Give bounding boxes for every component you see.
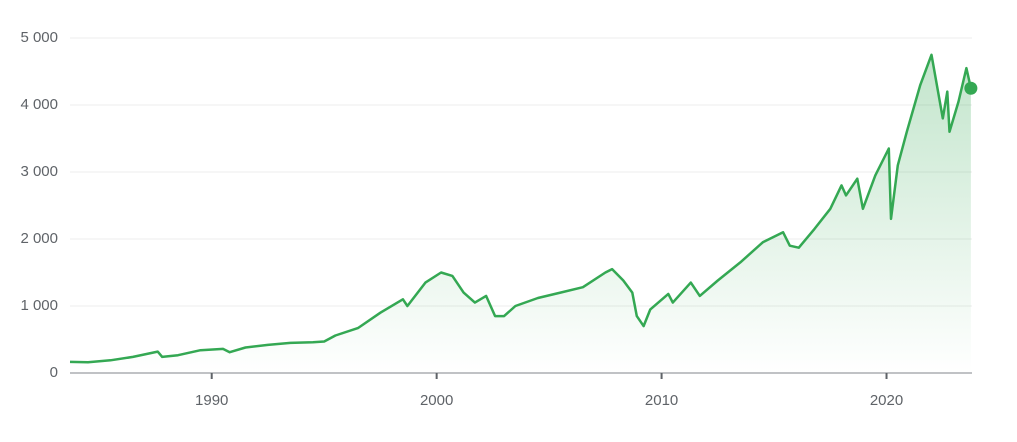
y-tick-label: 5 000 xyxy=(20,29,58,46)
price-line xyxy=(69,53,973,364)
y-tick-label: 1 000 xyxy=(20,297,58,314)
y-tick-label: 4 000 xyxy=(20,96,58,113)
y-tick-label: 3 000 xyxy=(20,163,58,180)
y-tick-label: 0 xyxy=(50,364,58,381)
x-tick-label: 2000 xyxy=(420,392,453,409)
y-tick-label: 2 000 xyxy=(20,230,58,247)
x-tick-label: 2020 xyxy=(870,392,903,409)
x-tick-label: 2010 xyxy=(645,392,678,409)
last-point xyxy=(964,81,978,95)
area xyxy=(70,54,971,374)
x-tick-label: 1990 xyxy=(195,392,228,409)
